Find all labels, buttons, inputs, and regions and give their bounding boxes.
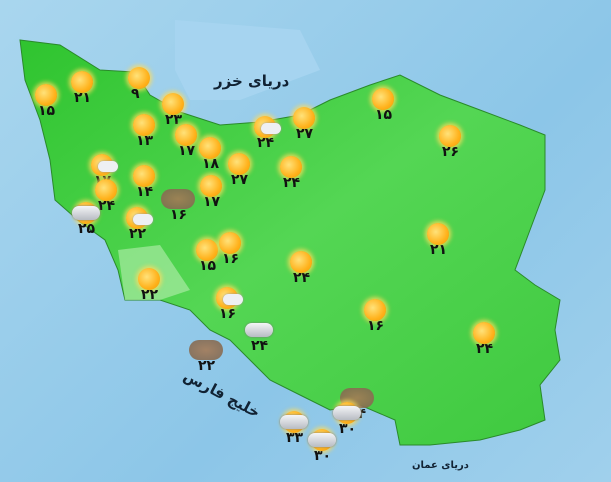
temperature-label: ۱۶ (222, 251, 240, 267)
temperature-label: ۲۲ (141, 287, 159, 303)
sun-icon (128, 67, 150, 89)
cloud-icon (280, 415, 308, 429)
temperature-label: ۱۷ (203, 194, 221, 210)
sun-icon (133, 114, 155, 136)
temperature-label: ۹ (131, 86, 140, 102)
dust-icon (161, 189, 195, 209)
cloud-icon (261, 123, 281, 134)
cloud-icon (98, 161, 118, 172)
sun-icon (439, 125, 461, 147)
temperature-label: ۲۱ (74, 90, 92, 106)
sun-icon (427, 223, 449, 245)
sun-icon (290, 251, 312, 273)
cloud-icon (245, 323, 273, 337)
sun-icon (228, 153, 250, 175)
temperature-label: ۲۶ (442, 144, 460, 160)
oman-sea-label: دریای عمان (412, 460, 469, 471)
temperature-label: ۲۴ (293, 270, 311, 286)
temperature-label: ۱۷ (178, 143, 196, 159)
sun-icon (364, 299, 386, 321)
sun-icon (199, 137, 221, 159)
cloud-icon (223, 294, 243, 305)
sun-icon (95, 179, 117, 201)
temperature-label: ۲۴ (98, 198, 116, 214)
temperature-label: ۳۳ (286, 430, 304, 446)
temperature-label: ۲۴ (257, 135, 275, 151)
temperature-label: ۲۵ (78, 221, 96, 237)
temperature-label: ۲۴ (283, 175, 301, 191)
temperature-label: ۲۷ (231, 172, 249, 188)
sun-icon (280, 156, 302, 178)
cloud-icon (72, 206, 100, 220)
sun-icon (71, 71, 93, 93)
temperature-label: ۲۴ (476, 341, 494, 357)
sun-icon (133, 165, 155, 187)
cloud-icon (133, 214, 153, 225)
temperature-label: ۱۴ (136, 184, 154, 200)
temperature-label: ۱۸ (202, 156, 220, 172)
caspian-sea-label: دریای خزر (214, 72, 290, 90)
temperature-label: ۱۵ (38, 103, 56, 119)
temperature-label: ۲۱ (430, 242, 448, 258)
sun-icon (196, 239, 218, 261)
sun-icon (293, 107, 315, 129)
sun-icon (35, 84, 57, 106)
temperature-label: ۱۶ (170, 207, 188, 223)
sun-icon (200, 175, 222, 197)
temperature-label: ۲۲ (198, 358, 216, 374)
temperature-label: ۱۶ (219, 306, 237, 322)
temperature-label: ۱۳ (136, 133, 154, 149)
temperature-label: ۱۵ (199, 258, 217, 274)
sun-icon (162, 93, 184, 115)
temperature-label: ۲۳ (165, 112, 183, 128)
temperature-label: ۳۰ (314, 448, 332, 464)
cloud-icon (333, 406, 361, 420)
sun-icon (219, 232, 241, 254)
dust-icon (189, 340, 223, 360)
caspian-sea (175, 20, 320, 100)
temperature-label: ۲۲ (129, 226, 147, 242)
sun-icon (372, 88, 394, 110)
temperature-label: ۱۵ (375, 107, 393, 123)
temperature-label: ۲۴ (251, 338, 269, 354)
temperature-label: ۳۰ (339, 421, 357, 437)
cloud-icon (308, 433, 336, 447)
sun-icon (175, 124, 197, 146)
sun-icon (473, 322, 495, 344)
temperature-label: ۲۷ (296, 126, 314, 142)
temperature-label: ۱۶ (367, 318, 385, 334)
sun-icon (138, 268, 160, 290)
